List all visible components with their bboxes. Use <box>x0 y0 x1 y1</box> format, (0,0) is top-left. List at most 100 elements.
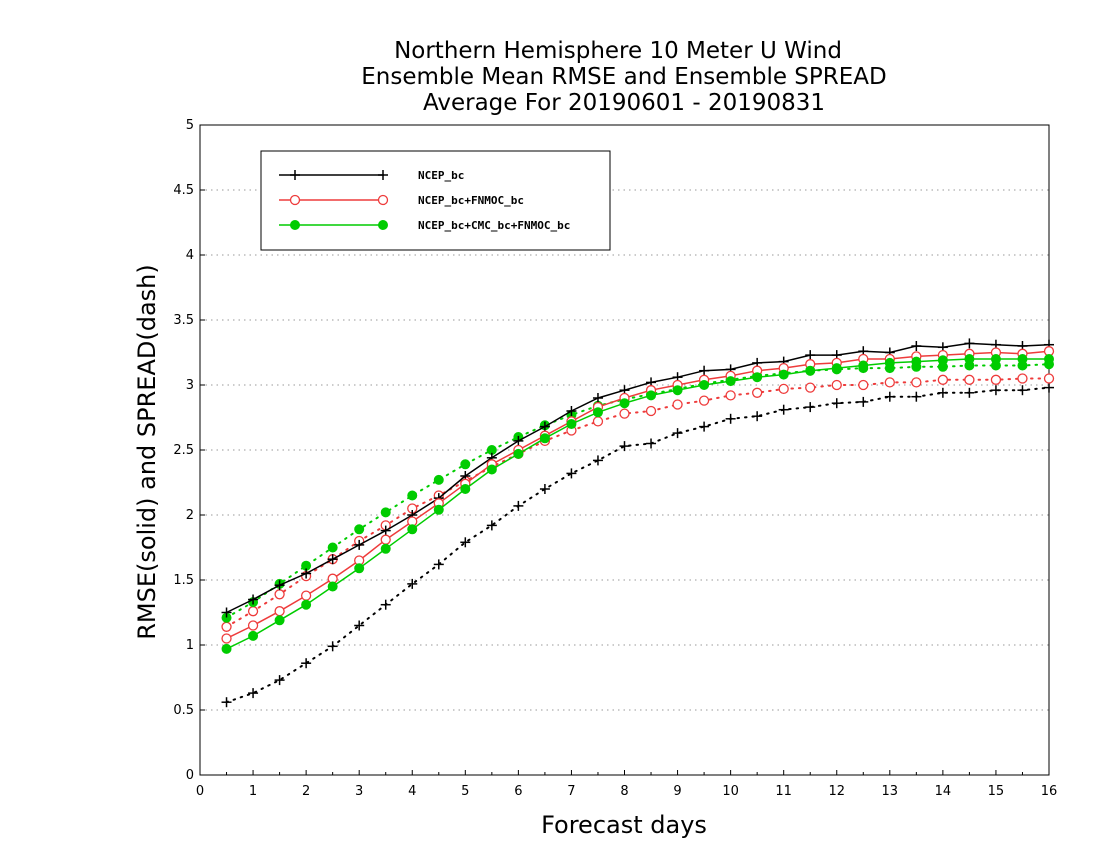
rmse-line <box>226 358 1049 650</box>
spread-point <box>937 387 948 398</box>
spread-point <box>407 490 418 501</box>
spread-point <box>247 606 259 617</box>
y-tick-label: 0 <box>186 768 194 783</box>
spread-point <box>433 559 444 570</box>
spread-point <box>805 402 816 413</box>
rmse-point <box>274 580 285 591</box>
x-tick-label: 0 <box>196 784 204 799</box>
spread-point <box>539 484 550 494</box>
spread-point <box>460 537 471 548</box>
legend-marker <box>378 220 388 230</box>
rmse-point <box>301 599 312 610</box>
rmse-point <box>911 356 922 367</box>
spread-point <box>884 391 895 402</box>
rmse-point <box>221 643 232 654</box>
rmse-point <box>248 594 259 605</box>
spread-point <box>301 658 312 669</box>
rmse-point <box>699 365 710 376</box>
rmse-point <box>911 341 922 351</box>
rmse-point <box>301 568 312 579</box>
legend-entry: NCEP_bc+CMC_bc+FNMOC_bc <box>279 219 570 232</box>
spread-point <box>433 474 444 485</box>
legend-label: NCEP_bc <box>418 169 464 182</box>
x-tick-label: 11 <box>775 784 792 799</box>
rmse-point <box>221 607 232 618</box>
rmse-point <box>937 355 948 366</box>
spread-line <box>225 377 1050 628</box>
spread-point <box>725 390 736 401</box>
spread-point <box>805 382 816 393</box>
spread-point <box>831 379 842 391</box>
rmse-point <box>327 581 338 592</box>
spread-point <box>752 411 763 422</box>
spread-point <box>274 589 285 600</box>
rmse-point <box>831 363 842 374</box>
rmse-point <box>592 393 603 403</box>
rmse-point <box>380 543 391 554</box>
x-tick-label: 2 <box>302 784 310 799</box>
rmse-point <box>247 620 259 631</box>
series-rmse-0 <box>221 338 1054 618</box>
title-line-1: Northern Hemisphere 10 Meter U Wind <box>394 38 842 64</box>
legend-marker <box>290 220 300 230</box>
spread-point <box>858 396 869 407</box>
spread-point <box>778 404 789 415</box>
rmse-point <box>805 365 816 376</box>
spread-point <box>990 374 1002 385</box>
spread-point <box>911 391 922 402</box>
rmse-point <box>539 433 550 444</box>
rmse-point <box>566 406 577 416</box>
x-tick-label: 12 <box>828 784 845 799</box>
rmse-point <box>725 376 736 387</box>
rmse-point <box>1017 354 1028 364</box>
rmse-point <box>699 380 710 390</box>
spread-point <box>672 399 683 410</box>
legend-marker <box>290 170 300 180</box>
spread-point <box>619 408 630 419</box>
rmse-point <box>646 390 657 401</box>
y-tick-label: 1.5 <box>173 573 194 588</box>
rmse-point <box>592 407 603 418</box>
legend-label: NCEP_bc+FNMOC_bc <box>418 194 524 207</box>
x-tick-label: 7 <box>567 784 575 799</box>
spread-point <box>990 385 1001 396</box>
x-axis-title: Forecast days <box>541 811 707 839</box>
spread-point <box>1043 373 1055 384</box>
spread-point <box>1044 382 1054 393</box>
spread-point <box>698 395 710 406</box>
spread-point <box>354 524 365 535</box>
series-layer <box>221 338 1055 708</box>
y-tick-label: 5 <box>186 118 194 133</box>
spread-point <box>884 377 895 388</box>
title-line-3: Average For 20190601 - 20190831 <box>423 90 825 116</box>
rmse-point <box>672 385 683 396</box>
rmse-point <box>274 615 285 626</box>
spread-point <box>380 599 391 610</box>
spread-point <box>1017 385 1028 396</box>
y-tick-label: 3.5 <box>173 313 194 328</box>
rmse-point <box>380 534 391 545</box>
rmse-point <box>566 419 577 429</box>
legend: NCEP_bc NCEP_bc+FNMOC_bc NCEP_bc+CMC_bc+FN… <box>260 150 611 251</box>
y-axis: 0 0.5 1 1.5 2 2.5 3 3.5 4 4.5 5 <box>173 118 205 783</box>
spread-point <box>937 374 949 385</box>
spread-line <box>225 386 1050 704</box>
spread-point <box>645 405 657 417</box>
rmse-point <box>884 357 895 368</box>
spread-point <box>619 441 630 452</box>
rmse-point <box>327 554 338 565</box>
rmse-point <box>460 484 471 494</box>
spread-point <box>327 641 338 652</box>
rmse-line <box>226 350 1050 640</box>
y-tick-label: 4.5 <box>173 183 194 198</box>
chart-title: Northern Hemisphere 10 Meter U Wind Ense… <box>361 38 886 116</box>
rmse-point <box>539 421 550 432</box>
spread-point <box>486 520 497 531</box>
spread-point <box>964 387 975 398</box>
legend-entry: NCEP_bc+FNMOC_bc <box>279 194 524 207</box>
spread-point <box>354 620 365 631</box>
spread-point <box>380 507 391 518</box>
x-tick-label: 1 <box>249 784 257 799</box>
y-axis-title: RMSE(solid) and SPREAD(dash) <box>133 264 161 640</box>
